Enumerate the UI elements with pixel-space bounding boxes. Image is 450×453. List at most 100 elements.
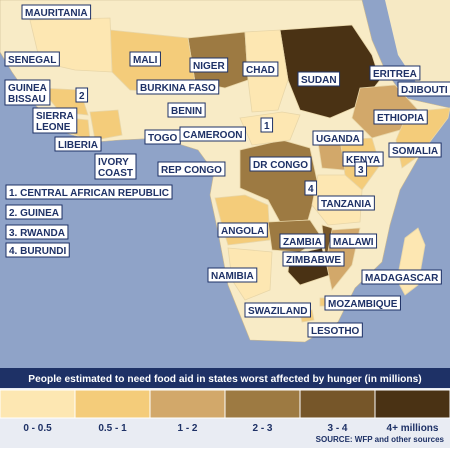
label-box	[312, 130, 364, 146]
label: REP CONGO	[157, 161, 226, 177]
label: 3	[354, 161, 368, 177]
key-text: 4. BURUNDI	[9, 246, 66, 257]
label: LESOTHO	[307, 322, 363, 338]
label: ZAMBIA	[279, 233, 326, 249]
label-box	[179, 126, 246, 142]
label-text: TANZANIA	[321, 199, 371, 210]
legend-swatch	[0, 389, 76, 419]
legend-swatch	[224, 389, 301, 419]
label: MADAGASCAR	[361, 269, 442, 285]
label-text: MAURITANIA	[25, 8, 88, 19]
label-text: LIBERIA	[58, 140, 98, 151]
label-box	[397, 81, 450, 97]
label-box	[4, 51, 60, 67]
legend-swatch	[374, 389, 450, 419]
label-box	[317, 195, 375, 211]
label: 4	[304, 180, 318, 196]
legend-swatch	[299, 389, 376, 419]
key-box	[5, 204, 63, 220]
label: DJIBOUTI	[397, 81, 450, 97]
key-entry: 4. BURUNDI	[5, 242, 70, 258]
source: SOURCE: WFP and other sources	[316, 435, 445, 444]
label-text: SUDAN	[301, 75, 337, 86]
label-text: UGANDA	[316, 134, 360, 145]
label-box	[136, 79, 220, 95]
label-text: SOMALIA	[392, 146, 438, 157]
label: TOGO	[144, 129, 181, 145]
legend-label: 1 - 2	[177, 423, 197, 434]
label-box	[21, 4, 92, 20]
key-text: 2. GUINEA	[9, 208, 59, 219]
label-text: MALAWI	[333, 237, 374, 248]
label-box	[282, 251, 345, 267]
label: MAURITANIA	[21, 4, 92, 20]
label: DR CONGO	[249, 156, 312, 172]
label-box	[207, 267, 258, 283]
label-text: BURKINA FASO	[140, 83, 216, 94]
label-box	[249, 156, 312, 172]
legend-label: 2 - 3	[252, 423, 272, 434]
label-text: CHAD	[246, 65, 275, 76]
label-box	[75, 87, 89, 103]
key-box	[5, 184, 173, 200]
label-box	[54, 136, 102, 152]
label-text: ANGOLA	[221, 226, 264, 237]
label: 2	[75, 87, 89, 103]
country-ivory-coast	[89, 109, 123, 141]
label-text: IVORY	[98, 157, 129, 168]
label-box	[361, 269, 442, 285]
label: BURKINA FASO	[136, 79, 220, 95]
legend-label: 0 - 0.5	[23, 423, 52, 434]
label-box	[304, 180, 318, 196]
label: NIGER	[189, 57, 229, 73]
label: MOZAMBIQUE	[324, 295, 401, 311]
legend-label: 3 - 4	[327, 423, 347, 434]
label-box	[373, 109, 428, 125]
label-box	[354, 161, 368, 177]
legend-header	[0, 368, 450, 388]
label: LIBERIA	[54, 136, 102, 152]
label: NAMIBIA	[207, 267, 258, 283]
label: BENIN	[167, 102, 206, 118]
label-text: 3	[358, 165, 364, 176]
label-box	[260, 117, 274, 133]
label-box	[329, 233, 378, 249]
label: MALAWI	[329, 233, 378, 249]
label-box	[388, 142, 442, 158]
label-text: LESOTHO	[311, 326, 360, 337]
label-box	[369, 65, 421, 81]
legend-title: People estimated to need food aid in sta…	[28, 374, 421, 385]
label: ZIMBABWE	[282, 251, 345, 267]
label-text: 1	[264, 121, 270, 132]
label-text: BISSAU	[8, 94, 46, 105]
label-box	[324, 295, 401, 311]
label-box	[32, 107, 78, 134]
label: TANZANIA	[317, 195, 375, 211]
key-entry: 3. RWANDA	[5, 224, 69, 240]
label-box	[157, 161, 226, 177]
label-box	[189, 57, 229, 73]
label-text: ZIMBABWE	[286, 255, 341, 266]
key-entry: 1. CENTRAL AFRICAN REPUBLIC	[5, 184, 173, 200]
label-text: MOZAMBIQUE	[328, 299, 398, 310]
label-text: DJIBOUTI	[401, 85, 448, 96]
legend-swatch	[74, 389, 151, 419]
label-text: TOGO	[148, 133, 177, 144]
key-entry: 2. GUINEA	[5, 204, 63, 220]
legend-label: 0.5 - 1	[98, 423, 127, 434]
label: ANGOLA	[217, 222, 268, 238]
label-text: SWAZILAND	[248, 306, 307, 317]
key-text: 3. RWANDA	[9, 228, 65, 239]
label-text: ZAMBIA	[283, 237, 322, 248]
label-text: MADAGASCAR	[365, 273, 439, 284]
label-text: ERITREA	[373, 69, 417, 80]
label-box	[4, 79, 51, 106]
label-text: REP CONGO	[161, 165, 222, 176]
label: ERITREA	[369, 65, 421, 81]
label-text: CAMEROON	[183, 130, 242, 141]
label-box	[94, 153, 137, 180]
label-text: NAMIBIA	[211, 271, 254, 282]
label-box	[129, 51, 161, 67]
